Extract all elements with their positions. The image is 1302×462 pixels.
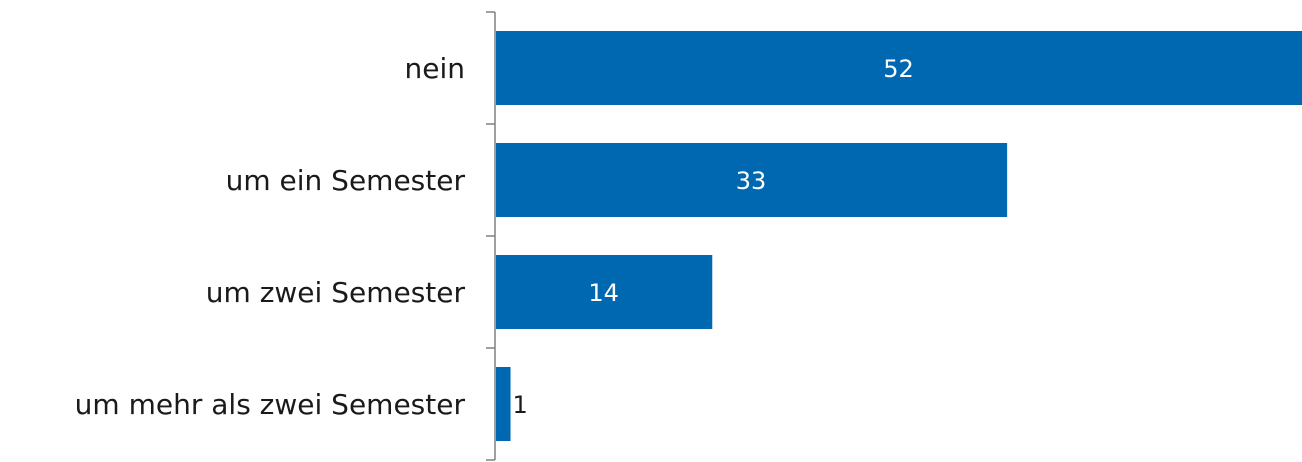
data-label: 1	[513, 391, 528, 419]
bar	[496, 255, 713, 329]
labels: nein 52 um ein Semester 33 um zwei Semester 1…	[75, 52, 914, 421]
category-label: um mehr als zwei Semester	[75, 388, 466, 421]
category-label: um ein Semester	[226, 164, 466, 197]
bars	[496, 31, 1302, 441]
data-label: 52	[883, 55, 914, 83]
data-label: 14	[588, 279, 619, 307]
category-label: nein	[405, 52, 466, 85]
category-label: um zwei Semester	[206, 276, 466, 309]
bar	[496, 143, 1008, 217]
bar	[496, 31, 1302, 105]
axis	[486, 11, 496, 461]
data-label: 33	[736, 167, 767, 195]
bar	[496, 367, 511, 441]
